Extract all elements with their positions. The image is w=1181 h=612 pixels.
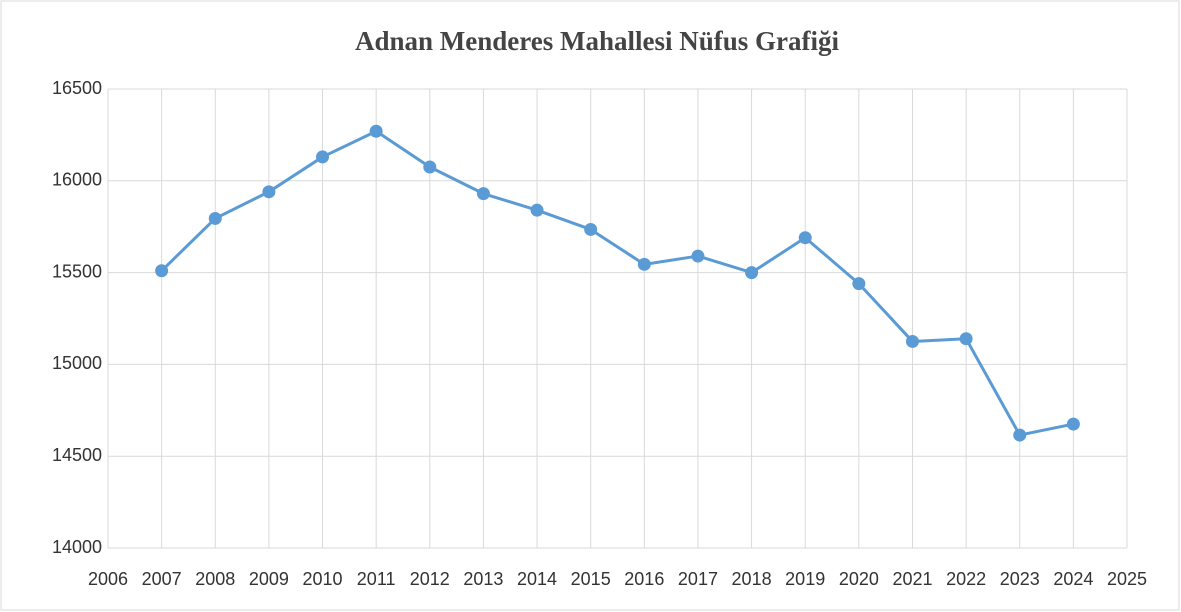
series-line: [160, 129, 1074, 437]
data-point: [637, 257, 651, 271]
x-tick-label: 2019: [785, 569, 825, 589]
y-tick-label: 16500: [52, 78, 102, 98]
x-tick-label: 2020: [839, 569, 879, 589]
x-tick-label: 2017: [678, 569, 718, 589]
y-tick-label: 15500: [52, 261, 102, 281]
data-point: [155, 264, 169, 278]
x-tick-label: 2021: [892, 569, 932, 589]
x-tick-label: 2013: [463, 569, 503, 589]
x-tick-label: 2012: [410, 569, 450, 589]
x-tick-label: 2008: [195, 569, 235, 589]
x-tick-label: 2007: [142, 569, 182, 589]
data-point: [691, 249, 705, 263]
x-tick-label: 2022: [946, 569, 986, 589]
y-tick-label: 14500: [52, 445, 102, 465]
data-point: [316, 150, 330, 164]
data-point: [798, 231, 812, 245]
x-tick-label: 2025: [1107, 569, 1147, 589]
data-point: [905, 334, 919, 348]
chart-title: Adnan Menderes Mahallesi Nüfus Grafiği: [355, 26, 840, 56]
data-point: [369, 124, 383, 138]
x-tick-label: 2014: [517, 569, 557, 589]
data-point: [584, 222, 598, 236]
x-tick-label: 2023: [1000, 569, 1040, 589]
y-tick-label: 15000: [52, 353, 102, 373]
y-tick-label: 14000: [52, 537, 102, 557]
x-tick-label: 2024: [1053, 569, 1093, 589]
x-tick-label: 2011: [357, 569, 396, 589]
x-tick-label: 2006: [88, 569, 128, 589]
data-point: [1066, 417, 1080, 431]
data-point: [745, 266, 759, 280]
data-point: [423, 160, 437, 174]
data-point: [852, 277, 866, 291]
x-tick-label: 2010: [303, 569, 343, 589]
data-point: [959, 332, 973, 346]
data-point: [530, 203, 544, 217]
x-tick-label: 2016: [624, 569, 664, 589]
x-tick-label: 2009: [249, 569, 289, 589]
y-tick-label: 16000: [52, 170, 102, 190]
x-tick-label: 2018: [732, 569, 772, 589]
data-point: [1013, 428, 1027, 442]
data-point: [476, 187, 490, 201]
data-point: [208, 211, 222, 225]
x-tick-label: 2015: [571, 569, 611, 589]
data-point: [262, 185, 276, 199]
